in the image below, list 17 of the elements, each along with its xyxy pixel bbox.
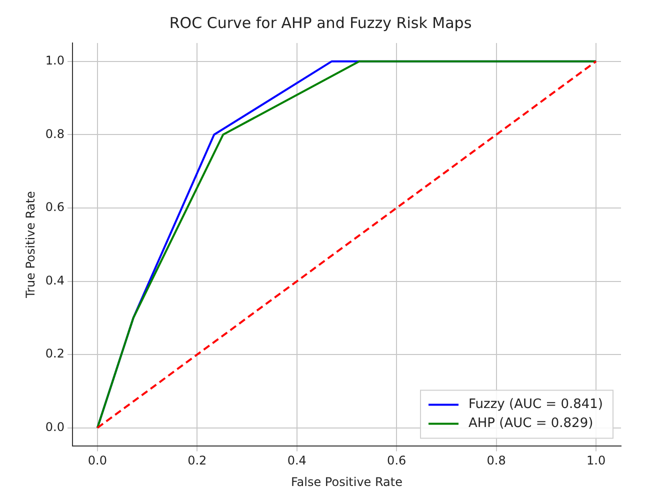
- legend-label: Fuzzy (AUC = 0.841): [468, 397, 604, 412]
- x-tick-label: 1.0: [586, 454, 606, 468]
- x-tick-label: 0.4: [287, 454, 306, 468]
- x-tick-label: 0.0: [88, 454, 107, 468]
- y-axis-title: True Positive Rate: [23, 191, 38, 300]
- y-tick-label: 1.0: [45, 53, 64, 68]
- y-tick-label: 0.6: [45, 200, 64, 214]
- chart-title: ROC Curve for AHP and Fuzzy Risk Maps: [169, 14, 472, 32]
- y-tick-label: 0.0: [45, 420, 64, 434]
- y-tick-label: 0.2: [45, 346, 64, 361]
- x-tick-label: 0.6: [387, 454, 406, 468]
- y-tick-label: 0.8: [45, 126, 64, 141]
- legend-label: AHP (AUC = 0.829): [468, 416, 594, 432]
- y-tick-label: 0.4: [45, 273, 64, 288]
- x-axis-title: False Positive Rate: [290, 474, 403, 489]
- x-tick-label: 0.8: [486, 454, 506, 468]
- x-tick-label: 0.2: [188, 454, 207, 468]
